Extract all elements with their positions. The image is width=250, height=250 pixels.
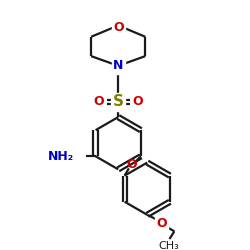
Text: O: O — [126, 158, 137, 171]
Text: O: O — [156, 217, 167, 230]
Text: N: N — [113, 59, 124, 72]
Text: S: S — [113, 94, 124, 109]
Text: O: O — [94, 95, 104, 108]
Text: NH₂: NH₂ — [48, 150, 74, 163]
Text: CH₃: CH₃ — [158, 241, 179, 250]
Text: O: O — [113, 20, 124, 34]
Text: O: O — [132, 95, 143, 108]
